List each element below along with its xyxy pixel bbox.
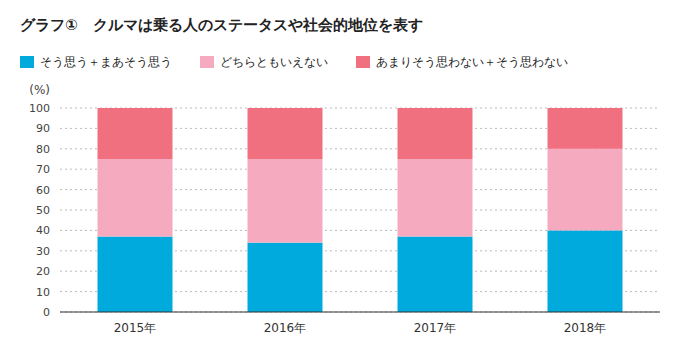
- x-tick-label: 2017年: [414, 321, 457, 335]
- y-tick-label: 50: [36, 204, 50, 217]
- legend-swatch: [20, 56, 34, 68]
- y-tick-label: 40: [36, 224, 50, 237]
- x-tick-label: 2018年: [564, 321, 607, 335]
- title: グラフ① クルマは乗る人のステータスや社会的地位を表す: [20, 16, 423, 34]
- y-tick-label: 10: [36, 286, 50, 299]
- y-tick-label: 0: [43, 306, 50, 319]
- bar: [248, 108, 323, 159]
- y-tick-label: 90: [36, 122, 50, 135]
- y-axis: 0 10 20 30 40 50 60 70 80 90 100: [29, 102, 660, 319]
- bar: [248, 159, 323, 243]
- y-tick-label: 100: [29, 102, 50, 115]
- legend-label: そう思う＋まあそう思う: [40, 55, 172, 69]
- bar: [98, 108, 173, 159]
- bars: [98, 108, 623, 312]
- bar: [548, 149, 623, 231]
- legend-swatch: [356, 56, 370, 68]
- x-axis-line: [60, 311, 660, 312]
- y-tick-label: 80: [36, 143, 50, 156]
- y-tick-label: 70: [36, 163, 50, 176]
- y-axis-label: (%): [29, 83, 50, 97]
- legend-label: あまりそう思わない＋そう思わない: [376, 55, 568, 69]
- x-axis: 2015年 2016年 2017年 2018年: [114, 321, 607, 335]
- y-tick-label: 30: [36, 245, 50, 258]
- bar: [548, 108, 623, 149]
- y-tick-label: 60: [36, 184, 50, 197]
- grid-line: [60, 312, 660, 313]
- legend-swatch: [200, 56, 214, 68]
- legend-label: どちらともいえない: [220, 55, 328, 69]
- bar: [98, 237, 173, 312]
- y-tick-label: 20: [36, 265, 50, 278]
- bar: [398, 237, 473, 312]
- bar: [398, 159, 473, 237]
- bar: [398, 108, 473, 159]
- legend: そう思う＋まあそう思う どちらともいえない あまりそう思わない＋そう思わない: [20, 55, 568, 69]
- x-tick-label: 2015年: [114, 321, 157, 335]
- bar: [548, 230, 623, 312]
- bar: [98, 159, 173, 237]
- x-tick-label: 2016年: [264, 321, 307, 335]
- chart: グラフ① クルマは乗る人のステータスや社会的地位を表すそう思う＋まあそう思う どち…: [0, 0, 680, 350]
- bar: [248, 243, 323, 312]
